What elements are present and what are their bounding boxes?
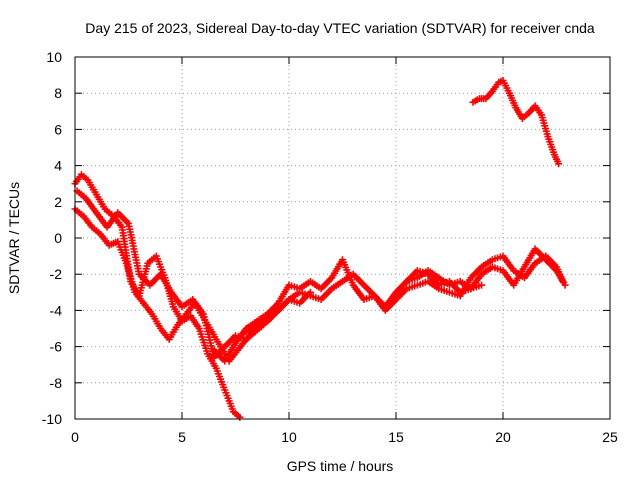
data-point bbox=[561, 281, 569, 289]
data-point bbox=[478, 281, 486, 289]
y-tick-label: -10 bbox=[42, 411, 62, 427]
satellite-track-1 bbox=[71, 171, 244, 421]
satellite-track-5 bbox=[242, 252, 567, 336]
x-tick-label: 20 bbox=[495, 429, 511, 445]
y-tick-label: 6 bbox=[54, 121, 62, 137]
satellite-track-2 bbox=[71, 205, 267, 365]
data-point bbox=[555, 160, 563, 168]
y-tick-label: 4 bbox=[54, 158, 62, 174]
x-axis-label: GPS time / hours bbox=[287, 458, 394, 474]
y-tick-label: 0 bbox=[54, 230, 62, 246]
satellite-track-6 bbox=[403, 245, 569, 296]
data-series bbox=[71, 77, 569, 421]
x-tick-label: 10 bbox=[281, 429, 297, 445]
y-tick-label: 2 bbox=[54, 194, 62, 210]
satellite-track-3 bbox=[73, 187, 314, 361]
y-tick-label: -8 bbox=[50, 375, 63, 391]
chart-title: Day 215 of 2023, Sidereal Day-to-day VTE… bbox=[85, 20, 595, 36]
y-tick-label: -4 bbox=[50, 302, 63, 318]
grid-lines bbox=[75, 57, 610, 419]
plot-frame bbox=[74, 56, 611, 420]
y-tick-label: 8 bbox=[54, 85, 62, 101]
x-tick-label: 25 bbox=[602, 429, 618, 445]
x-tick-label: 5 bbox=[178, 429, 186, 445]
y-tick-label: -6 bbox=[50, 339, 63, 355]
y-tick-label: -2 bbox=[50, 266, 63, 282]
series-line bbox=[74, 173, 241, 419]
y-tick-label: 10 bbox=[46, 49, 62, 65]
satellite-track-7 bbox=[469, 77, 563, 168]
y-axis-label: SDTVAR / TECUs bbox=[6, 182, 22, 294]
data-point bbox=[236, 413, 244, 421]
x-tick-label: 15 bbox=[388, 429, 404, 445]
x-tick-label: 0 bbox=[71, 429, 79, 445]
